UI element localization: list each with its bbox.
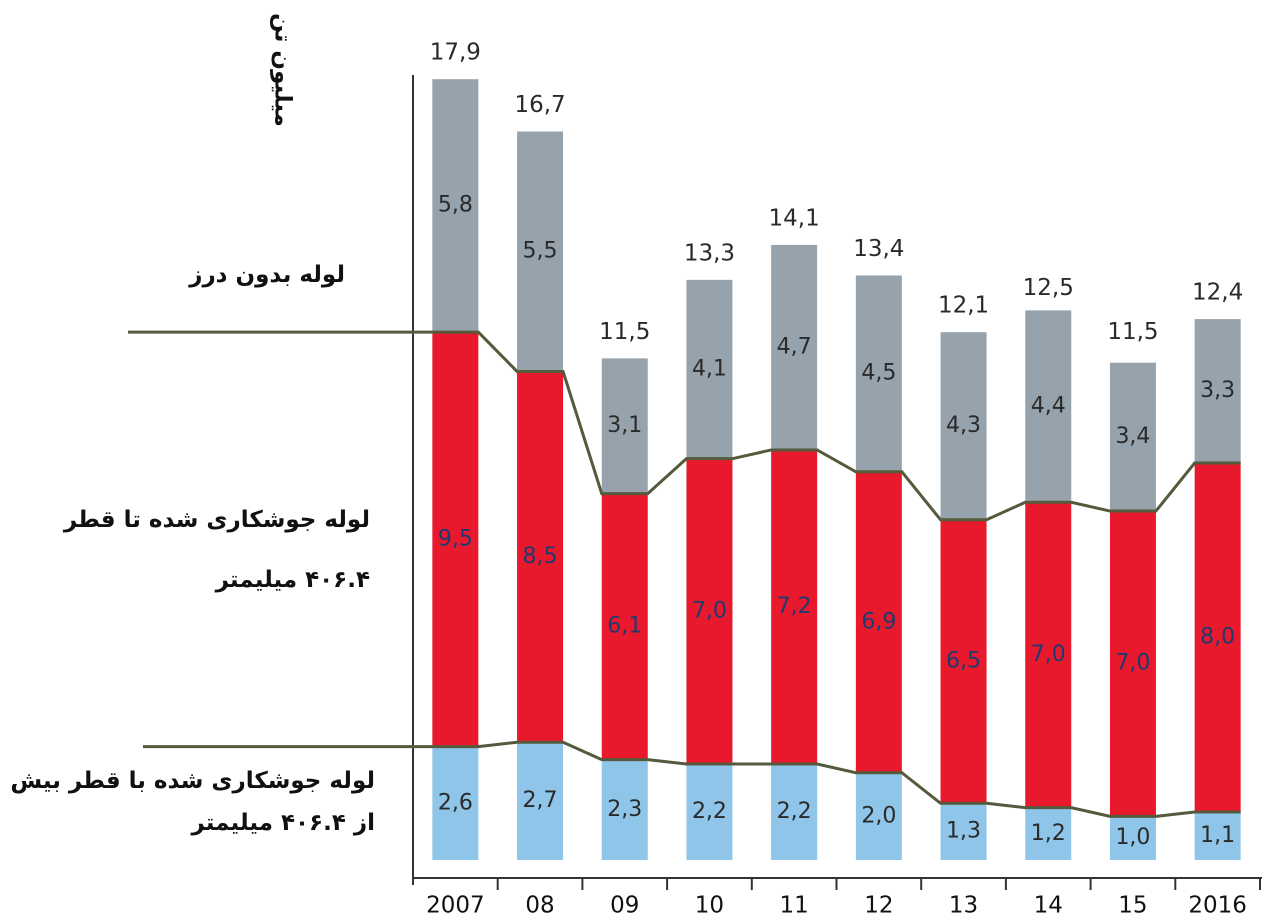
- bar-segment: [1025, 310, 1072, 503]
- bar-segment: [432, 79, 479, 333]
- value-label: 4,1: [692, 356, 727, 381]
- value-label: 1,2: [1031, 821, 1066, 846]
- x-tick-label: 09: [610, 893, 639, 919]
- total-label: 14,1: [769, 205, 820, 231]
- bar-segment: [855, 772, 902, 860]
- value-label: 6,1: [607, 614, 642, 639]
- boundary-line: [128, 330, 1241, 522]
- bar-segment: [1109, 362, 1156, 512]
- x-tick-label: 15: [1118, 893, 1147, 919]
- bar-segment: [855, 471, 902, 773]
- bar-segment: [855, 275, 902, 472]
- x-tick-label: 13: [949, 893, 978, 919]
- value-label: 4,7: [777, 334, 812, 359]
- value-label: 4,5: [861, 361, 896, 386]
- value-label: 2,3: [607, 797, 642, 822]
- value-label: 2,0: [861, 803, 896, 828]
- total-label: 12,1: [938, 293, 989, 319]
- value-label: 3,4: [1115, 424, 1150, 449]
- x-tick-label: 10: [695, 893, 724, 919]
- bar-segment: [517, 371, 564, 743]
- x-tick-label: 2016: [1188, 893, 1247, 919]
- value-label: 5,5: [523, 238, 558, 263]
- value-label: 4,4: [1031, 393, 1066, 418]
- bar-segment: [1109, 511, 1156, 817]
- legend-entry: لوله جوشکاری شده تا قطر ۴۰۶.۴ میلیمتر: [63, 507, 370, 593]
- x-tick-label: 2007: [426, 893, 485, 919]
- value-label: 3,3: [1200, 378, 1235, 403]
- x-tick-label: 08: [525, 893, 554, 919]
- bar-segment: [771, 244, 818, 450]
- bar-segment: [432, 332, 479, 747]
- bar-segment: [1194, 812, 1241, 860]
- total-label: 11,5: [599, 319, 650, 345]
- bar-segment: [940, 519, 987, 804]
- value-label: 3,1: [607, 413, 642, 438]
- bar-segment: [601, 493, 648, 760]
- value-label: 2,6: [438, 790, 473, 815]
- value-label: 4,3: [946, 413, 981, 438]
- total-label: 13,3: [684, 240, 735, 266]
- value-label: 2,2: [692, 799, 727, 824]
- value-label: 5,8: [438, 193, 473, 218]
- bar-segment: [686, 279, 733, 459]
- bar-segment: [517, 742, 564, 860]
- value-label: 7,0: [1115, 651, 1150, 676]
- bar-segment: [1194, 463, 1241, 813]
- value-label: 6,5: [946, 649, 981, 674]
- x-tick-label: 12: [864, 893, 893, 919]
- total-label: 13,4: [853, 236, 904, 262]
- bar-segment: [601, 358, 648, 494]
- bar-segment: [940, 332, 987, 520]
- value-label: 7,2: [777, 594, 812, 619]
- total-label: 12,4: [1192, 280, 1243, 306]
- bar-segment: [686, 764, 733, 860]
- value-label: 9,5: [438, 526, 473, 551]
- bar-segment: [1109, 816, 1156, 860]
- total-label: 17,9: [430, 40, 481, 66]
- bar-segment: [1025, 502, 1072, 808]
- value-label: 6,9: [861, 609, 896, 634]
- bar-segment: [771, 449, 818, 765]
- value-label: 1,0: [1115, 825, 1150, 850]
- total-label: 16,7: [514, 92, 565, 118]
- value-label: 2,7: [523, 788, 558, 813]
- value-label: 2,2: [777, 799, 812, 824]
- value-label: 1,3: [946, 819, 981, 844]
- y-axis-label: میلیون تن: [270, 13, 296, 127]
- value-label: 8,5: [523, 544, 558, 569]
- x-tick-label: 14: [1034, 893, 1063, 919]
- legend-entry: لوله بدون درز: [189, 262, 345, 288]
- value-label: 1,1: [1200, 823, 1235, 848]
- bar-segment: [686, 458, 733, 765]
- bar-segment: [517, 131, 564, 372]
- total-label: 11,5: [1107, 319, 1158, 345]
- bar-segment: [940, 803, 987, 860]
- bar-segment: [432, 746, 479, 860]
- bar-segment: [601, 759, 648, 860]
- bar-segment: [1194, 319, 1241, 464]
- legend-entry: لوله جوشکاری شده با قطر بیش از ۴۰۶.۴ میل…: [10, 768, 375, 836]
- bar-segment: [1025, 807, 1072, 860]
- total-label: 12,5: [1023, 275, 1074, 301]
- value-label: 7,0: [1031, 642, 1066, 667]
- bar-segment: [771, 764, 818, 860]
- x-tick-label: 11: [780, 893, 809, 919]
- value-label: 7,0: [692, 598, 727, 623]
- value-label: 8,0: [1200, 625, 1235, 650]
- boundary-line: [143, 740, 1241, 818]
